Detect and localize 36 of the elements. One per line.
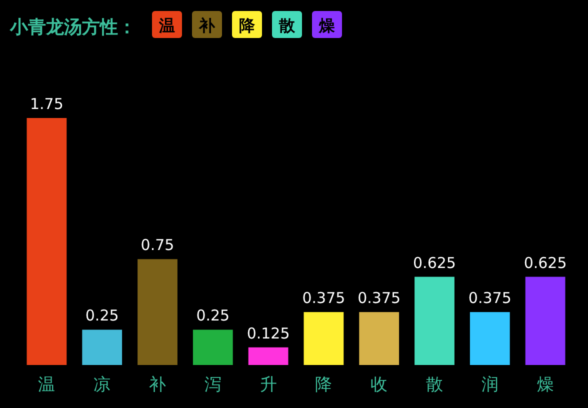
data-label: 0.75 — [140, 236, 174, 254]
bar — [525, 276, 566, 365]
data-label: 0.25 — [196, 306, 230, 325]
data-label: 0.625 — [413, 254, 456, 272]
text: 补 — [198, 16, 216, 35]
x-tick-label: 润 — [481, 375, 498, 395]
bar — [82, 330, 122, 365]
data-label: 0.375 — [302, 289, 346, 308]
bar — [192, 330, 233, 365]
text: 降 — [239, 16, 256, 35]
x-tick-label: 收 — [370, 375, 388, 395]
chart-title: 小青龙汤方性： — [9, 17, 136, 38]
bar — [359, 312, 400, 365]
data-label: 1.75 — [30, 95, 64, 113]
x-tick-label: 补 — [149, 375, 166, 395]
x-tick-label: 燥 — [536, 375, 554, 395]
x-tick-label: 降 — [315, 375, 332, 395]
data-label: 0.375 — [358, 289, 401, 308]
bar — [248, 347, 288, 365]
text: 温 — [158, 16, 175, 35]
data-label: 0.625 — [524, 254, 567, 272]
x-tick-label: 散 — [426, 375, 443, 395]
text: 燥 — [318, 16, 335, 35]
x-tick-label: 升 — [260, 375, 277, 395]
bar — [138, 259, 178, 365]
data-label: 0.125 — [246, 324, 290, 342]
data-label: 0.25 — [85, 306, 119, 325]
bar — [26, 118, 67, 365]
bar — [304, 312, 344, 365]
bar — [414, 276, 454, 365]
data-label: 0.375 — [468, 289, 512, 308]
bar — [470, 312, 510, 365]
x-tick-label: 凉 — [94, 375, 111, 395]
x-tick-label: 温 — [38, 375, 56, 395]
text: 散 — [278, 16, 296, 35]
x-tick-label: 泻 — [204, 375, 222, 395]
